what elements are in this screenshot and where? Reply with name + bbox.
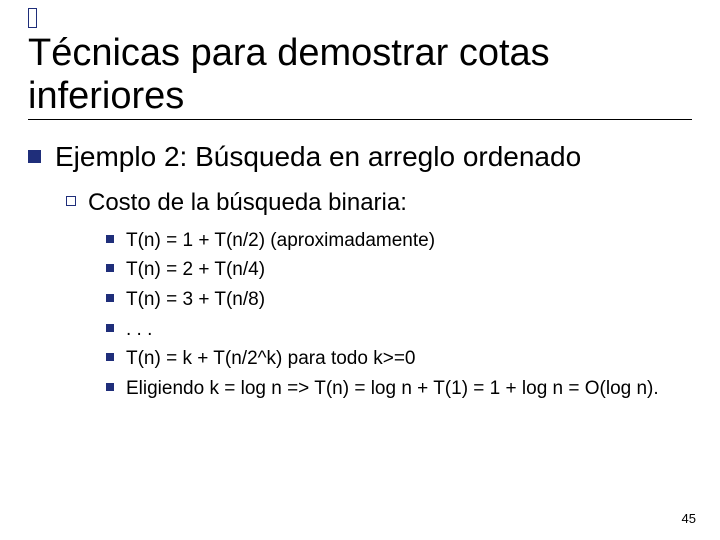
small-square-bullet-icon [106, 353, 114, 361]
bullet-level-1: Ejemplo 2: Búsqueda en arreglo ordenado [28, 140, 692, 174]
small-square-bullet-icon [106, 294, 114, 302]
page-number: 45 [682, 511, 696, 526]
title-wrap: Técnicas para demostrar cotas inferiores [28, 32, 692, 120]
slide-title: Técnicas para demostrar cotas inferiores [28, 32, 692, 117]
lvl3-text: T(n) = 1 + T(n/2) (aproximadamente) [126, 228, 435, 254]
bullet-level-3-list: T(n) = 1 + T(n/2) (aproximadamente) T(n)… [106, 228, 692, 402]
list-item: T(n) = k + T(n/2^k) para todo k>=0 [106, 346, 692, 372]
list-item: T(n) = 2 + T(n/4) [106, 257, 692, 283]
lvl3-text: T(n) = 3 + T(n/8) [126, 287, 265, 313]
small-square-bullet-icon [106, 324, 114, 332]
bullet-level-2: Costo de la búsqueda binaria: [66, 188, 692, 218]
lvl3-text: . . . [126, 317, 152, 343]
list-item: T(n) = 3 + T(n/8) [106, 287, 692, 313]
small-square-bullet-icon [106, 235, 114, 243]
small-square-bullet-icon [106, 264, 114, 272]
slide: Técnicas para demostrar cotas inferiores… [0, 0, 720, 540]
list-item: T(n) = 1 + T(n/2) (aproximadamente) [106, 228, 692, 254]
title-accent [28, 8, 37, 28]
lvl1-text: Ejemplo 2: Búsqueda en arreglo ordenado [55, 140, 581, 174]
slide-body: Ejemplo 2: Búsqueda en arreglo ordenado … [28, 140, 692, 401]
lvl3-text: T(n) = k + T(n/2^k) para todo k>=0 [126, 346, 415, 372]
list-item: . . . [106, 317, 692, 343]
square-bullet-icon [28, 150, 41, 163]
open-square-bullet-icon [66, 196, 76, 206]
list-item: Eligiendo k = log n => T(n) = log n + T(… [106, 376, 692, 402]
lvl3-text: T(n) = 2 + T(n/4) [126, 257, 265, 283]
small-square-bullet-icon [106, 383, 114, 391]
lvl3-text: Eligiendo k = log n => T(n) = log n + T(… [126, 376, 659, 402]
lvl2-text: Costo de la búsqueda binaria: [88, 188, 407, 218]
